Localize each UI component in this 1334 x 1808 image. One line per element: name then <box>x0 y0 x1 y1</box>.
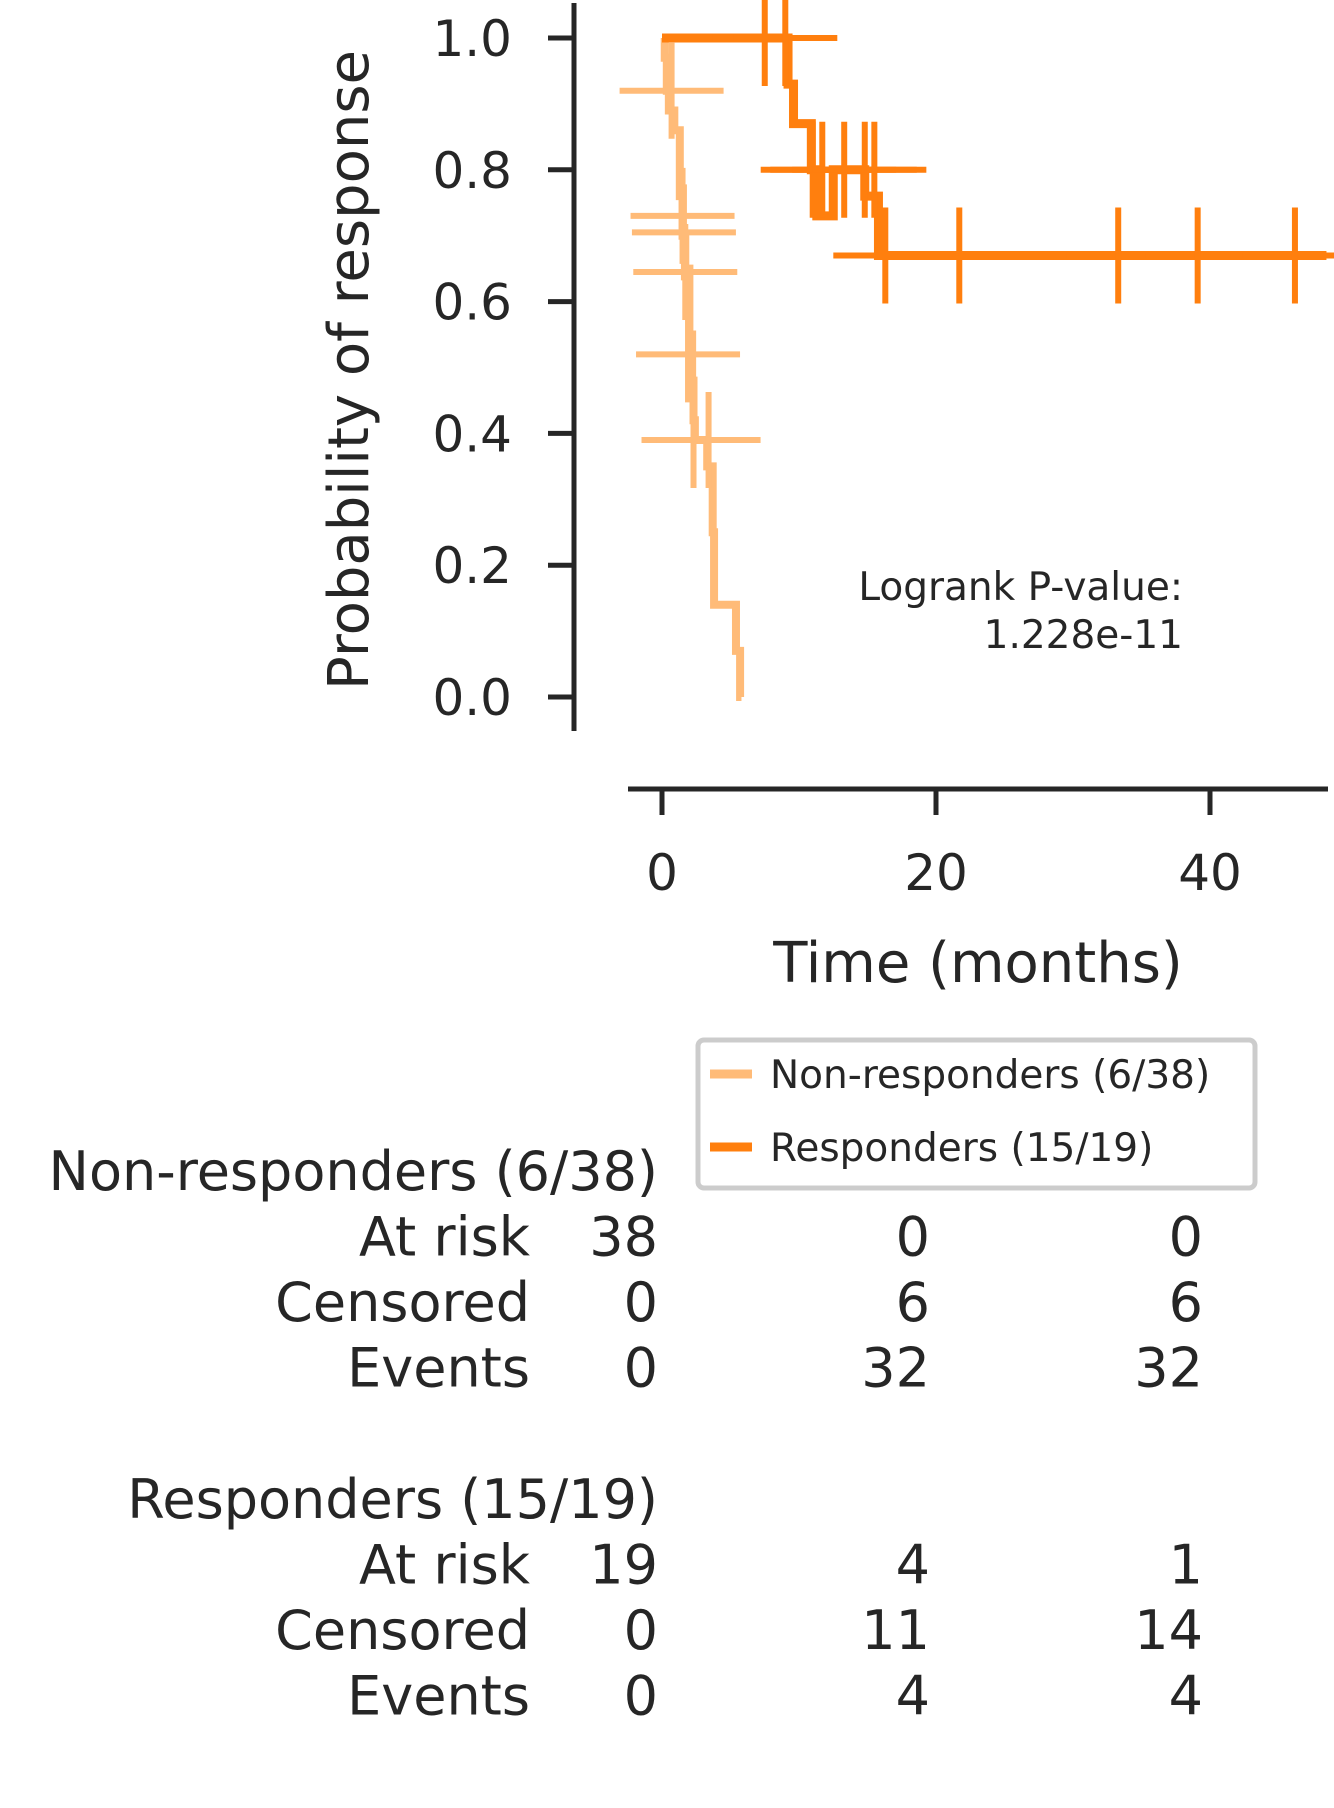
y-axis-title: Probability of response <box>317 50 382 690</box>
y-tick-label: 0.4 <box>432 405 512 463</box>
risk-cell: 19 <box>589 1534 658 1597</box>
risk-row-label: At risk <box>359 1534 531 1597</box>
risk-row-label: Events <box>347 1665 530 1728</box>
risk-row-label: Censored <box>275 1599 530 1662</box>
risk-row-label: Censored <box>275 1271 530 1334</box>
risk-cell: 38 <box>589 1206 658 1269</box>
risk-cell: 0 <box>1169 1206 1203 1269</box>
risk-cell: 0 <box>624 1271 658 1334</box>
series-responders <box>662 0 1334 304</box>
legend-entry: Non-responders (6/38) <box>770 1053 1210 1098</box>
risk-cell: 0 <box>624 1599 658 1662</box>
risk-cell: 4 <box>1169 1665 1203 1728</box>
survival-line <box>662 33 1327 260</box>
y-tick-label: 0.2 <box>432 537 512 595</box>
at-risk-table: Non-responders (6/38)At risk 38 0 0Censored… <box>49 1140 1203 1728</box>
risk-cell: 32 <box>1134 1337 1203 1400</box>
risk-cell: 4 <box>896 1534 930 1597</box>
x-tick-label: 20 <box>904 844 968 902</box>
risk-group-header: Non-responders (6/38) <box>49 1140 658 1203</box>
series-non-responders <box>619 34 761 701</box>
risk-cell: 1 <box>1169 1534 1203 1597</box>
logrank-value: 1.228e-11 <box>984 613 1183 658</box>
risk-cell: 32 <box>861 1337 930 1400</box>
risk-cell: 0 <box>624 1665 658 1728</box>
risk-cell: 11 <box>861 1599 930 1662</box>
risk-cell: 4 <box>896 1665 930 1728</box>
x-tick-label: 40 <box>1178 844 1242 902</box>
x-tick-label: 0 <box>646 844 678 902</box>
risk-cell: 6 <box>896 1271 930 1334</box>
y-ticks: 0.0 0.2 0.4 0.6 0.8 1.0 <box>432 10 574 727</box>
y-tick-label: 1.0 <box>432 10 512 68</box>
y-tick-label: 0.0 <box>432 669 512 727</box>
risk-cell: 0 <box>624 1337 658 1400</box>
risk-cell: 6 <box>1169 1271 1203 1334</box>
legend-entry: Responders (15/19) <box>770 1126 1153 1171</box>
risk-row-label: At risk <box>359 1206 531 1269</box>
risk-cell: 0 <box>896 1206 930 1269</box>
risk-row-label: Events <box>347 1337 530 1400</box>
logrank-annotation: Logrank P-value: 1.228e-11 <box>858 565 1183 658</box>
x-ticks: 0 20 40 <box>646 789 1242 902</box>
risk-cell: 14 <box>1134 1599 1203 1662</box>
legend-frame <box>695 1037 1258 1191</box>
legend: Non-responders (6/38) Responders (15/19) <box>695 1037 1258 1191</box>
y-tick-label: 0.6 <box>432 274 512 332</box>
risk-group-header: Responders (15/19) <box>127 1468 658 1531</box>
survival-curves <box>619 0 1334 701</box>
x-axis-title: Time (months) <box>772 931 1182 996</box>
y-tick-label: 0.8 <box>432 142 512 200</box>
logrank-label: Logrank P-value: <box>858 565 1183 610</box>
axes: 0.0 0.2 0.4 0.6 0.8 1.0 0 20 40 Probability of … <box>317 3 1328 996</box>
